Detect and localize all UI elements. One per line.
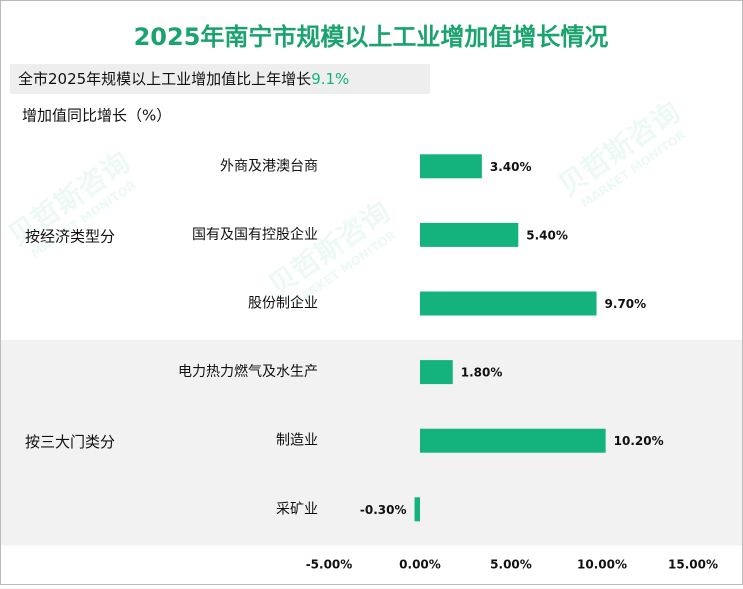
- subtitle: 全市2025年规模以上工业增加值比上年增长9.1%: [18, 70, 349, 88]
- value-label: 9.70%: [605, 297, 647, 311]
- category-label: 电力热力燃气及水生产: [178, 363, 318, 380]
- group-label: 按三大门类分: [25, 433, 115, 451]
- group-label: 按经济类型分: [25, 227, 115, 245]
- subtitle-bg: [10, 64, 430, 94]
- group-band: [1, 339, 742, 546]
- bar: [414, 497, 420, 522]
- subtitle-text: 全市2025年规模以上工业增加值比上年增长: [18, 70, 311, 88]
- x-tick-label: 5.00%: [490, 558, 532, 572]
- bar: [420, 428, 606, 453]
- x-tick-label: 15.00%: [668, 558, 718, 572]
- chart-title: 2025年南宁市规模以上工业增加值增长情况: [134, 23, 609, 51]
- x-tick-label: -5.00%: [306, 558, 353, 572]
- bar: [420, 291, 597, 316]
- bar: [420, 154, 482, 179]
- x-tick-label: 10.00%: [577, 558, 627, 572]
- x-tick-label: 0.00%: [399, 558, 441, 572]
- category-label: 采矿业: [276, 501, 318, 517]
- value-label: 10.20%: [614, 434, 664, 448]
- category-label: 国有及国有控股企业: [192, 226, 318, 243]
- bar: [420, 360, 453, 385]
- category-label: 股份制企业: [248, 295, 318, 312]
- value-label: -0.30%: [360, 503, 407, 517]
- value-label: 1.80%: [461, 366, 503, 380]
- category-label: 外商及港澳台商: [220, 158, 318, 174]
- value-label: 5.40%: [526, 228, 568, 242]
- axis-label: 增加值同比增长（%）: [22, 107, 171, 125]
- bar: [420, 222, 519, 247]
- subtitle-highlight: 9.1%: [311, 70, 349, 88]
- category-label: 制造业: [276, 433, 318, 449]
- value-label: 3.40%: [490, 160, 532, 174]
